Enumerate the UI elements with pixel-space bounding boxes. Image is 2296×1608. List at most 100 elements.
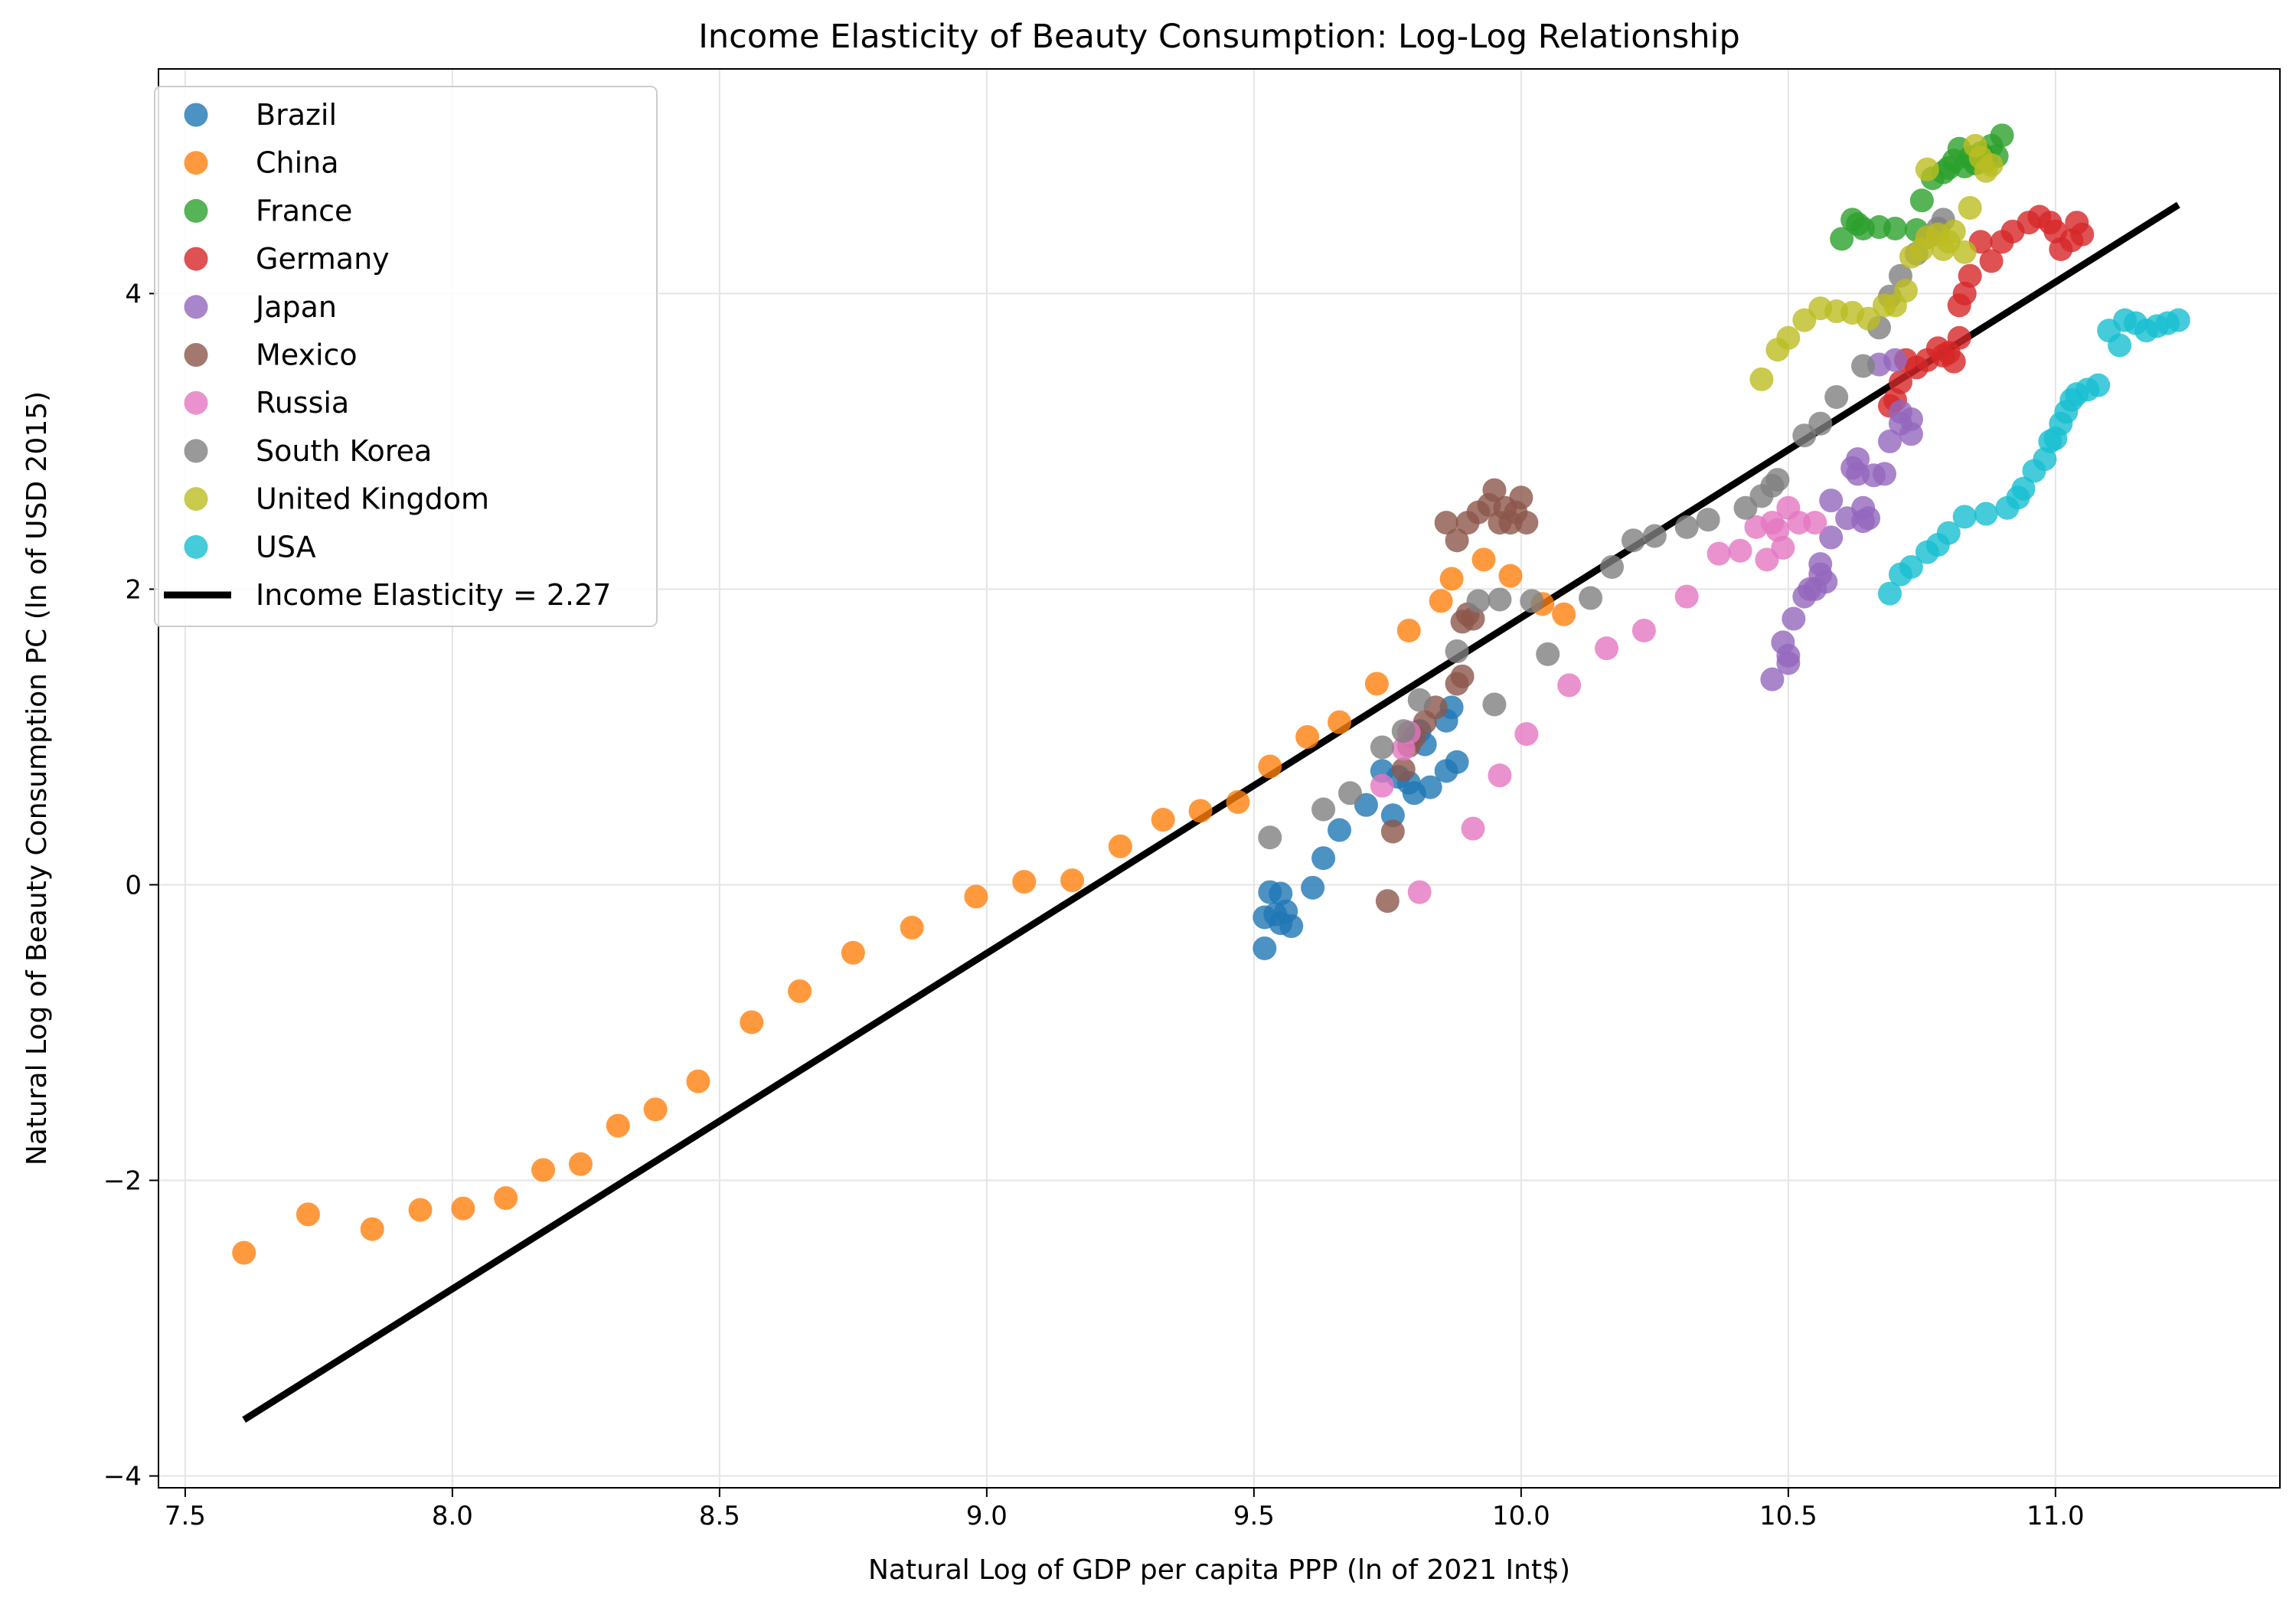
legend-marker-japan (184, 295, 208, 319)
point-china (841, 940, 865, 965)
point-china (1429, 589, 1453, 613)
point-mexico (1375, 889, 1399, 913)
point-germany (1979, 249, 2004, 273)
point-usa (2011, 476, 2036, 501)
point-south-korea (1696, 508, 1720, 532)
legend-label-france: France (256, 194, 352, 227)
point-russia (1557, 673, 1582, 698)
point-brazil (1253, 936, 1277, 960)
plot-frame (158, 68, 2281, 1489)
point-france (1830, 227, 1854, 251)
point-brazil (1418, 775, 1442, 799)
point-brazil (1445, 750, 1469, 774)
legend-marker-brazil (184, 103, 208, 127)
point-russia (1407, 880, 1432, 904)
point-china (1108, 834, 1132, 858)
point-china (494, 1186, 518, 1211)
point-china (1396, 618, 1421, 642)
point-germany (1942, 349, 1966, 374)
point-usa (1936, 521, 1961, 545)
point-japan (1846, 447, 1870, 472)
point-russia (1461, 816, 1485, 841)
legend-box (154, 86, 658, 627)
point-japan (1819, 525, 1844, 550)
point-china (1226, 789, 1250, 814)
legend-label-russia: Russia (256, 386, 349, 420)
point-russia (1728, 538, 1752, 563)
point-japan (1899, 422, 1923, 446)
point-brazil (1301, 875, 1325, 900)
point-south-korea (1407, 688, 1432, 712)
point-china (1188, 799, 1213, 823)
point-south-korea (1536, 642, 1560, 666)
point-south-korea (1311, 797, 1336, 822)
y-tick-label: 4 (125, 279, 142, 309)
legend-marker-mexico (184, 343, 208, 367)
point-russia (1674, 584, 1699, 609)
point-usa (2108, 333, 2132, 358)
point-brazil (1311, 846, 1336, 871)
point-russia (1514, 722, 1539, 747)
point-japan (1776, 643, 1801, 668)
point-russia (1803, 511, 1827, 535)
point-china (451, 1196, 475, 1221)
point-south-korea (1466, 589, 1491, 613)
point-united-kingdom (1749, 367, 1774, 391)
point-china (296, 1202, 320, 1227)
point-japan (1819, 489, 1844, 513)
point-germany (2070, 222, 2095, 247)
point-usa (1974, 502, 1998, 526)
point-china (1258, 754, 1282, 779)
point-china (964, 884, 988, 909)
chart-title: Income Elasticity of Beauty Consumption:… (698, 18, 1739, 56)
point-south-korea (1482, 692, 1507, 717)
legend-marker-france (184, 198, 208, 223)
x-axis-label: Natural Log of GDP per capita PPP (ln of… (868, 1554, 1570, 1586)
point-south-korea (1258, 825, 1282, 850)
legend-label-germany: Germany (256, 242, 390, 276)
point-south-korea (1488, 587, 1512, 612)
point-japan (1883, 348, 1907, 372)
point-china (1471, 547, 1496, 572)
x-tick-label: 8.0 (432, 1501, 473, 1531)
legend-marker-germany (184, 247, 208, 271)
point-japan (1760, 667, 1785, 691)
point-china (360, 1217, 384, 1241)
point-japan (1872, 462, 1896, 486)
point-south-korea (1520, 589, 1544, 613)
point-south-korea (1765, 468, 1790, 492)
point-south-korea (1370, 735, 1394, 760)
point-united-kingdom (1952, 240, 1977, 264)
point-russia (1631, 618, 1656, 642)
point-usa (1877, 581, 1902, 606)
point-france (1990, 123, 2014, 148)
point-china (1498, 564, 1523, 588)
point-china (1552, 602, 1576, 626)
point-france (1883, 216, 1907, 240)
point-mexico (1509, 485, 1533, 510)
legend-marker-united-kingdom (184, 487, 208, 511)
y-tick-label: 0 (125, 870, 142, 900)
y-axis-label: Natural Log of Beauty Consumption PC (ln… (21, 391, 53, 1165)
point-mexico (1380, 819, 1405, 844)
point-china (568, 1152, 593, 1176)
point-china (1012, 870, 1037, 894)
point-china (1151, 808, 1175, 832)
point-china (1439, 567, 1464, 591)
point-china (606, 1113, 630, 1138)
point-usa (2086, 373, 2111, 397)
point-usa (1899, 554, 1923, 579)
axis-ticks: 7.5 8.0 8.5 9.0 9.5 10.0 10.5 11.0 −4 −2 0 2 4 (103, 279, 2085, 1531)
legend-label-united-kingdom: United Kingdom (256, 482, 489, 516)
legend-marker-usa (184, 534, 208, 559)
x-tick-label: 10.5 (1759, 1501, 1818, 1531)
point-germany (1888, 370, 1912, 394)
point-russia (1706, 541, 1731, 566)
point-usa (2166, 308, 2190, 332)
x-tick-label: 8.5 (699, 1501, 740, 1531)
legend-label-mexico: Mexico (256, 338, 358, 372)
point-china (900, 915, 924, 940)
point-china (1328, 710, 1352, 734)
point-south-korea (1579, 586, 1603, 610)
